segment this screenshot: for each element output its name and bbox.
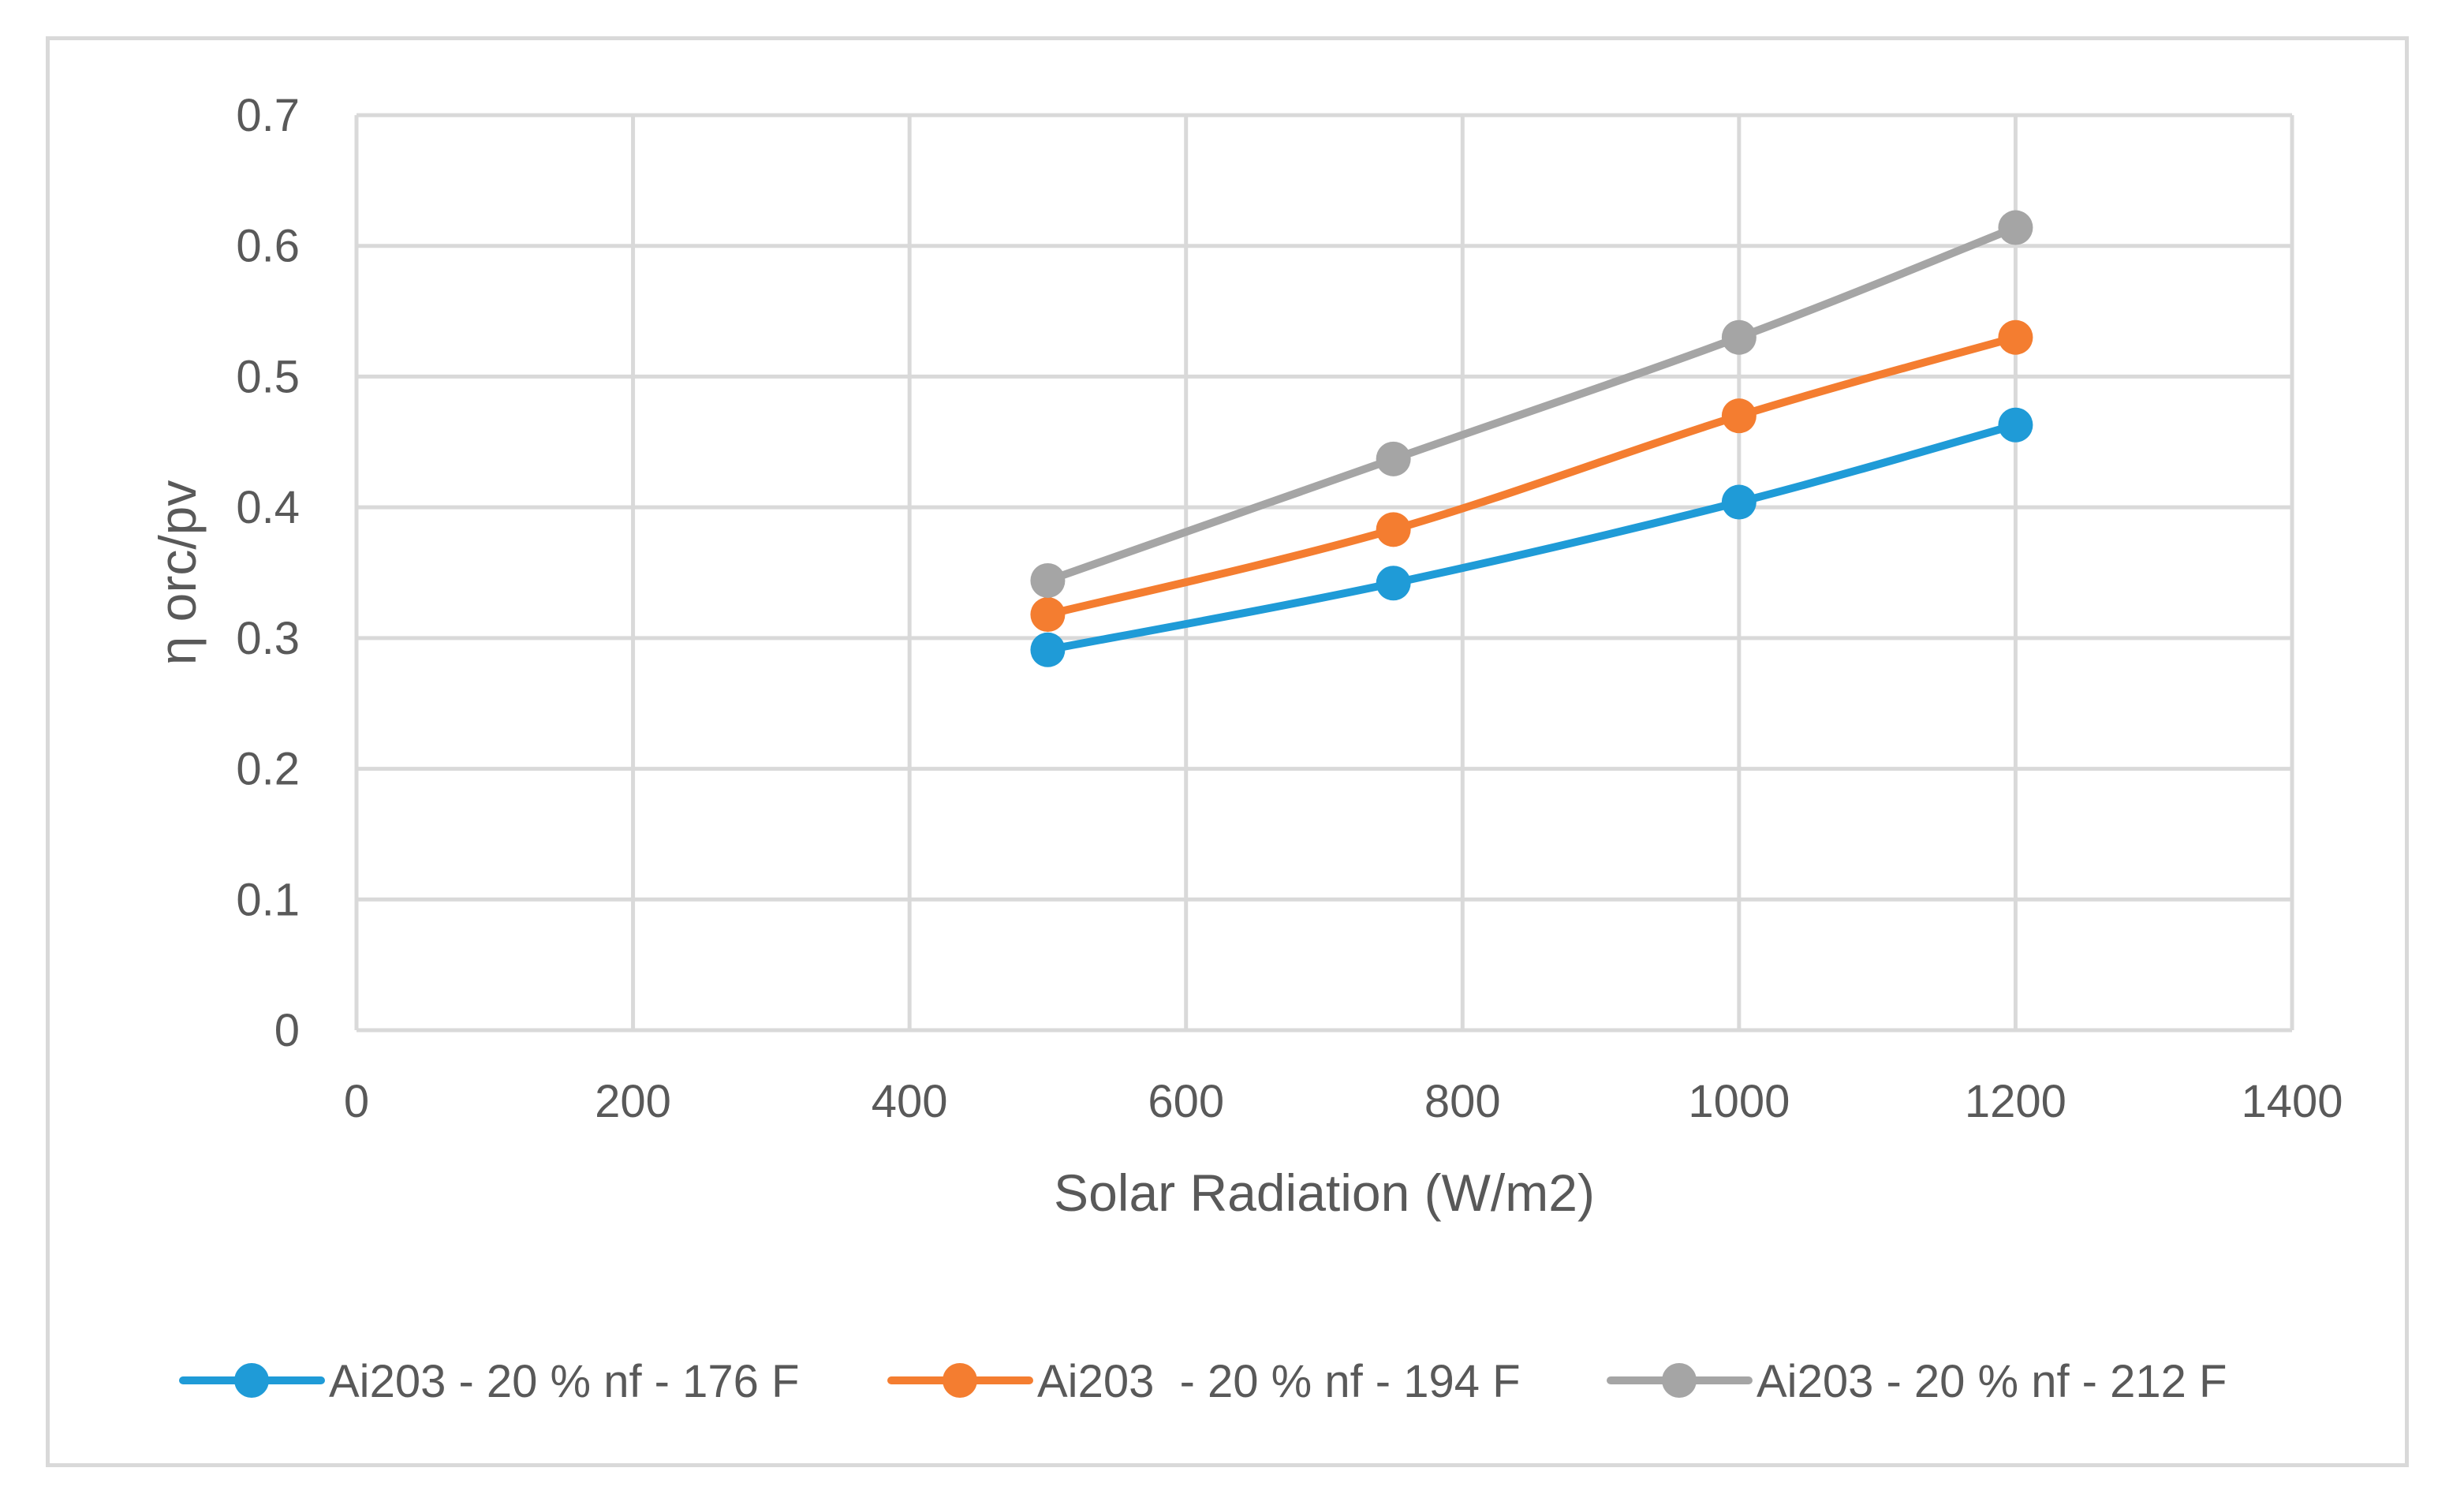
- y-tick-label: 0: [274, 1005, 300, 1056]
- x-tick-label: 1200: [1965, 1076, 2066, 1127]
- data-point-marker: [1721, 484, 1757, 520]
- legend-label: Ai203 - 20 % nf - 176 F: [329, 1356, 799, 1407]
- legend-entry: Ai203 - 20 % nf - 212 F: [1607, 1356, 2227, 1407]
- legend-label: Ai203 - 20 % nf - 212 F: [1757, 1356, 2227, 1407]
- legend-entry: Ai203 - 20 % nf - 176 F: [179, 1356, 799, 1407]
- series-line: [1043, 223, 2020, 585]
- data-point-marker: [1721, 319, 1757, 355]
- series-1: [1030, 407, 2033, 667]
- legend-marker-swatch: [1662, 1363, 1697, 1398]
- data-point-marker: [1376, 441, 1411, 476]
- series-line: [1043, 333, 2020, 619]
- data-point-marker: [1376, 566, 1411, 601]
- legend-marker-swatch: [943, 1363, 977, 1398]
- y-tick-label: 0.4: [236, 482, 300, 533]
- data-point-marker: [1998, 407, 2033, 443]
- grid-layer: [354, 113, 2294, 1033]
- data-point-marker: [1998, 210, 2033, 245]
- data-point-marker: [1030, 562, 1066, 598]
- x-tick-label: 200: [595, 1076, 671, 1127]
- y-tick-label: 0.7: [236, 90, 300, 141]
- y-tick-label: 0.5: [236, 351, 300, 402]
- legend: Ai203 - 20 % nf - 176 F Ai203 - 20 % nf -…: [179, 1356, 2227, 1407]
- series-3: [1030, 210, 2033, 598]
- data-point-marker: [1998, 319, 2033, 355]
- series-2: [1030, 319, 2033, 633]
- data-point-marker: [1721, 398, 1757, 434]
- x-tick-label: 600: [1148, 1076, 1224, 1127]
- x-axis-title: Solar Radiation (W/m2): [1054, 1163, 1595, 1222]
- legend-marker-swatch: [234, 1363, 269, 1398]
- data-point-marker: [1030, 632, 1066, 667]
- y-tick-label: 0.6: [236, 221, 300, 272]
- legend-label: Ai203 - 20 % nf - 194 F: [1037, 1356, 1521, 1407]
- y-axis-title: η orc/pv: [148, 480, 207, 666]
- x-tick-label: 800: [1424, 1076, 1501, 1127]
- data-point-marker: [1030, 597, 1066, 633]
- y-tick-label: 0.3: [236, 613, 300, 664]
- y-tick-label: 0.2: [236, 744, 300, 795]
- x-tick-label: 1000: [1688, 1076, 1790, 1127]
- x-tick-label: 1400: [2241, 1076, 2343, 1127]
- x-tick-label: 0: [344, 1076, 369, 1127]
- data-point-marker: [1376, 512, 1411, 547]
- series-layer: [1030, 210, 2033, 667]
- tick-label-layer: 0 0.1 0.2 0.3 0.4 0.5 0.6 0.7 0 200 400 600 800 1000 1…: [236, 90, 2343, 1127]
- x-tick-label: 400: [872, 1076, 948, 1127]
- series-line: [1043, 420, 2020, 654]
- legend-entry: Ai203 - 20 % nf - 194 F: [887, 1356, 1521, 1407]
- y-tick-label: 0.1: [236, 874, 300, 925]
